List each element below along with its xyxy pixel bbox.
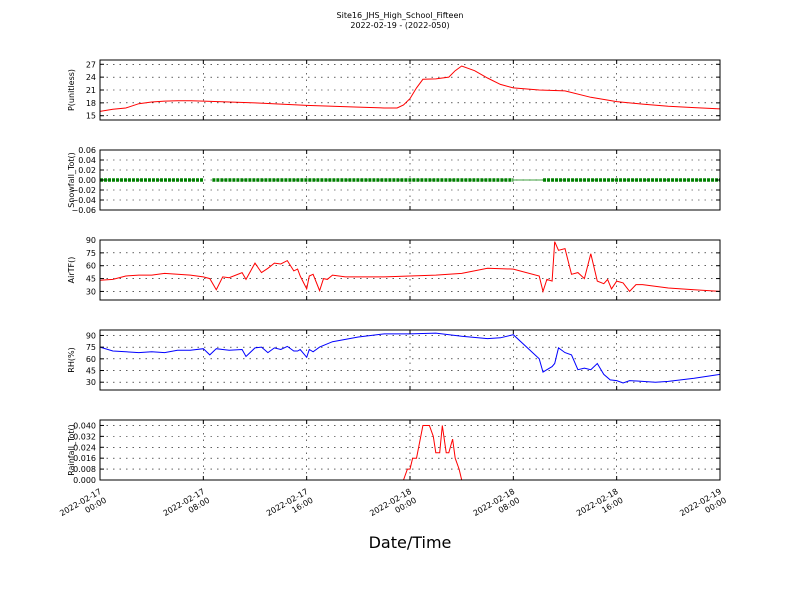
panel-4: 30 45 60 75 90 RH(%) — [67, 329, 721, 391]
x-tick-label: 2022-02-1716:00 — [265, 487, 315, 527]
y-tick-label: 60 — [86, 355, 96, 364]
y-tick-label: 0.008 — [73, 465, 96, 474]
y-tick-label: −0.04 — [71, 196, 96, 205]
y-tick-label: −0.06 — [71, 206, 96, 215]
y-tick-label: 0.032 — [73, 432, 96, 441]
series-line-group — [99, 332, 721, 384]
series-line — [99, 241, 721, 294]
y-tick-label: 15 — [86, 112, 96, 121]
y-tick-label: 90 — [86, 236, 96, 245]
x-tick-label: 2022-02-1708:00 — [162, 487, 212, 527]
series-line — [99, 332, 721, 384]
series-line-group — [100, 425, 720, 481]
y-tick-label: 75 — [86, 249, 96, 258]
y-tick-label: 90 — [86, 331, 96, 340]
y-tick-label: 30 — [86, 378, 96, 387]
x-tick-label: 2022-02-1700:00 — [58, 487, 108, 527]
y-tick-label: 0.040 — [73, 421, 96, 430]
figure-title: Site16_JHS_High_School_Fifteen — [336, 11, 464, 20]
series-line — [99, 65, 721, 112]
y-tick-label: 45 — [86, 367, 96, 376]
y-tick-label: 0.02 — [78, 166, 96, 175]
y-tick-label: 0.06 — [78, 146, 96, 155]
y-tick-label: 0.04 — [78, 156, 96, 165]
series-line-group — [99, 241, 721, 294]
x-axis-label: Date/Time — [368, 533, 452, 552]
axes-frame — [99, 329, 721, 391]
figure-subtitle: 2022-02-19 - (2022-050) — [350, 21, 450, 30]
x-tick-label: 2022-02-1816:00 — [575, 487, 625, 527]
y-tick-label: 0.000 — [73, 476, 96, 485]
y-tick-label: 18 — [86, 99, 96, 108]
x-tick-label: 2022-02-1900:00 — [678, 487, 728, 527]
y-axis-label: Snowfall_Tot() — [67, 152, 76, 208]
y-tick-label: 21 — [86, 86, 96, 95]
axes-frame — [99, 419, 721, 481]
y-tick-label: 60 — [86, 262, 96, 271]
y-tick-label: 0.024 — [73, 443, 96, 452]
panel-2: −0.06−0.04−0.020.000.020.040.06Snowfall_… — [67, 146, 721, 215]
series-line — [100, 425, 720, 481]
y-tick-label: 75 — [86, 343, 96, 352]
y-axis-label: RH(%) — [67, 347, 76, 372]
y-tick-label: 0.00 — [78, 176, 96, 185]
series-line-group — [99, 65, 721, 112]
x-tick-label: 2022-02-1808:00 — [472, 487, 522, 527]
panel-5: 0.000 0.008 0.016 0.024 0.032 0.040Rainfall_T… — [67, 419, 721, 485]
y-axis-label: AirTF() — [67, 257, 76, 284]
axes-frame — [99, 239, 721, 301]
y-tick-label: 30 — [86, 287, 96, 296]
y-axis-label: P(unitless) — [67, 69, 76, 111]
y-tick-label: 45 — [86, 275, 96, 284]
y-axis-label: Rainfall_Tot() — [67, 424, 76, 476]
y-tick-label: 0.016 — [73, 454, 96, 463]
y-tick-label: 24 — [86, 73, 96, 82]
panel-3: 30 45 60 75 90 AirTF() — [67, 236, 721, 301]
panel-1: 15 18 21 24 27 P(unitless) — [67, 59, 721, 121]
y-tick-label: 27 — [86, 60, 96, 69]
y-tick-label: −0.02 — [71, 186, 96, 195]
x-tick-label: 2022-02-1800:00 — [368, 487, 418, 527]
